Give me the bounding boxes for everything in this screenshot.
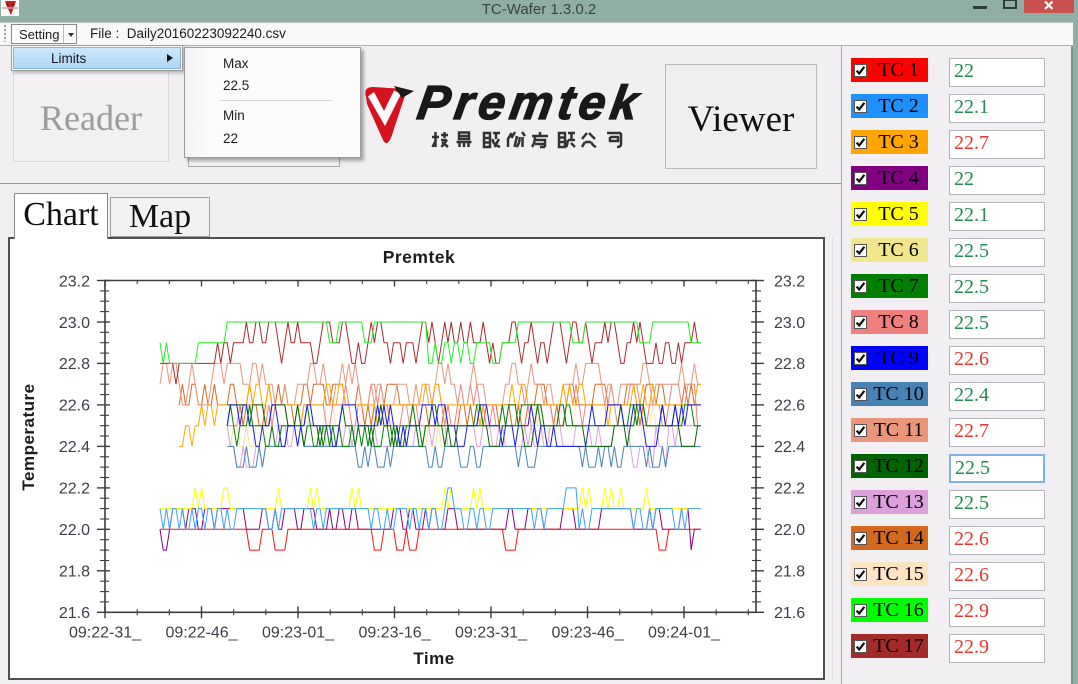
svg-text:22.0: 22.0 (59, 522, 90, 539)
svg-text:22.4: 22.4 (774, 439, 805, 456)
svg-text:22.8: 22.8 (59, 356, 90, 373)
svg-text:23.0: 23.0 (59, 315, 90, 332)
svg-text:Temperature: Temperature (19, 383, 38, 490)
svg-text:Premtek: Premtek (383, 247, 456, 267)
svg-text:22.4: 22.4 (59, 439, 90, 456)
svg-text:21.6: 21.6 (774, 605, 805, 622)
svg-text:21.8: 21.8 (774, 564, 805, 581)
svg-text:09:23-46_: 09:23-46_ (551, 625, 624, 642)
svg-text:21.6: 21.6 (59, 605, 90, 622)
svg-text:09:24-01_: 09:24-01_ (648, 625, 721, 642)
svg-text:09:22-31_: 09:22-31_ (69, 625, 142, 642)
svg-text:23.2: 23.2 (59, 273, 90, 290)
svg-text:22.6: 22.6 (59, 398, 90, 415)
svg-text:22.8: 22.8 (774, 356, 805, 373)
svg-text:23.2: 23.2 (774, 273, 805, 290)
svg-text:22.6: 22.6 (774, 398, 805, 415)
svg-text:09:23-31_: 09:23-31_ (455, 625, 528, 642)
svg-text:22.0: 22.0 (774, 522, 805, 539)
svg-text:22.2: 22.2 (59, 481, 90, 498)
svg-text:09:23-01_: 09:23-01_ (262, 625, 335, 642)
svg-text:09:23-16_: 09:23-16_ (358, 625, 431, 642)
svg-text:23.0: 23.0 (774, 315, 805, 332)
svg-text:21.8: 21.8 (59, 564, 90, 581)
svg-text:22.2: 22.2 (774, 481, 805, 498)
svg-text:Time: Time (413, 649, 454, 668)
svg-text:09:22-46_: 09:22-46_ (165, 625, 238, 642)
